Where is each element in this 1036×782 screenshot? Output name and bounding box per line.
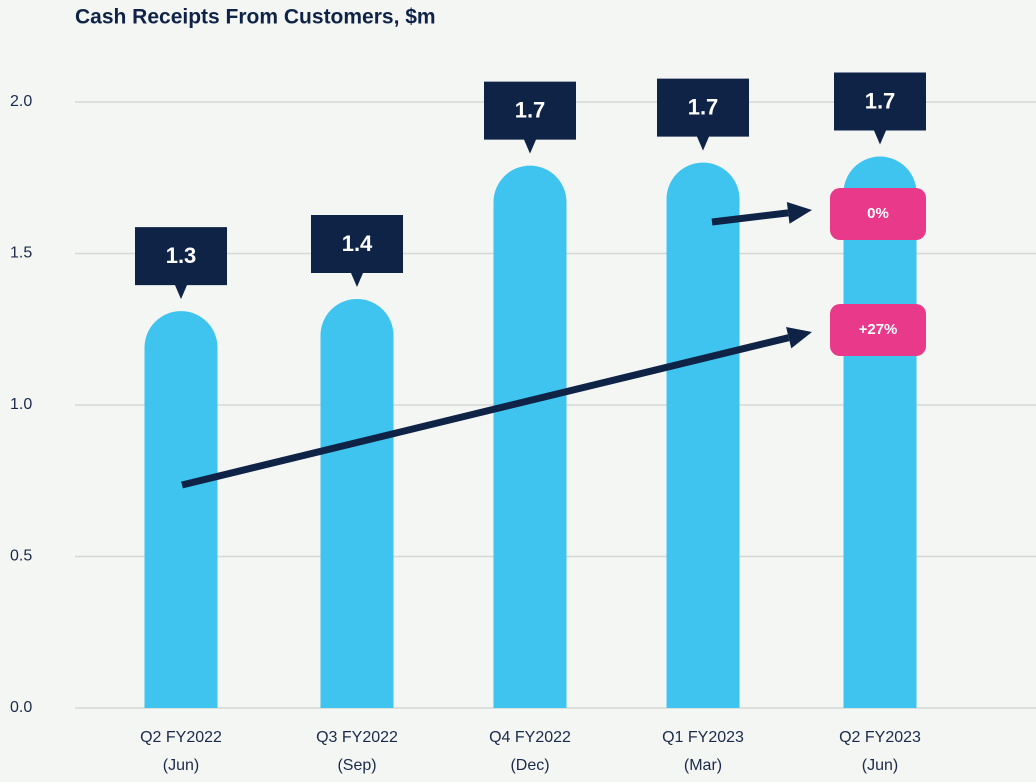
data-label: 1.3 xyxy=(166,243,197,268)
x-tick-label: Q1 FY2023 (Mar) xyxy=(662,729,744,774)
y-tick-label: 1.0 xyxy=(10,396,32,413)
arrow-line xyxy=(181,334,790,489)
data-label: 1.7 xyxy=(865,88,896,113)
y-tick-label: 1.5 xyxy=(10,245,32,262)
callout xyxy=(657,78,749,151)
chart-title: Cash Receipts From Customers, $m xyxy=(75,6,436,29)
x-tick-label: Q4 FY2022 (Dec) xyxy=(489,729,571,774)
data-label: 1.7 xyxy=(688,94,719,119)
x-tick-label: Q2 FY2023 (Jun) xyxy=(839,729,921,774)
badge xyxy=(830,188,926,240)
badge xyxy=(830,304,926,356)
data-label: 1.4 xyxy=(342,231,373,256)
bar xyxy=(843,156,917,709)
data-label: 1.7 xyxy=(515,97,546,122)
y-tick-label: 0.0 xyxy=(10,699,32,716)
callout xyxy=(834,72,926,145)
bar xyxy=(666,162,740,709)
bar xyxy=(320,298,394,708)
bar xyxy=(144,311,218,708)
arrow-line xyxy=(711,209,789,226)
bar xyxy=(493,165,567,708)
callout xyxy=(484,81,576,154)
callout xyxy=(135,227,227,300)
y-tick-label: 2.0 xyxy=(10,93,32,110)
annotation: +27% xyxy=(859,321,898,338)
arrow-head xyxy=(786,326,812,349)
callout xyxy=(311,214,403,287)
x-tick-label: Q3 FY2022 (Sep) xyxy=(316,729,398,774)
arrow-head xyxy=(786,201,812,224)
x-tick-label: Q2 FY2022 (Jun) xyxy=(140,729,222,774)
annotation: 0% xyxy=(867,205,889,222)
y-tick-label: 0.5 xyxy=(10,548,32,565)
